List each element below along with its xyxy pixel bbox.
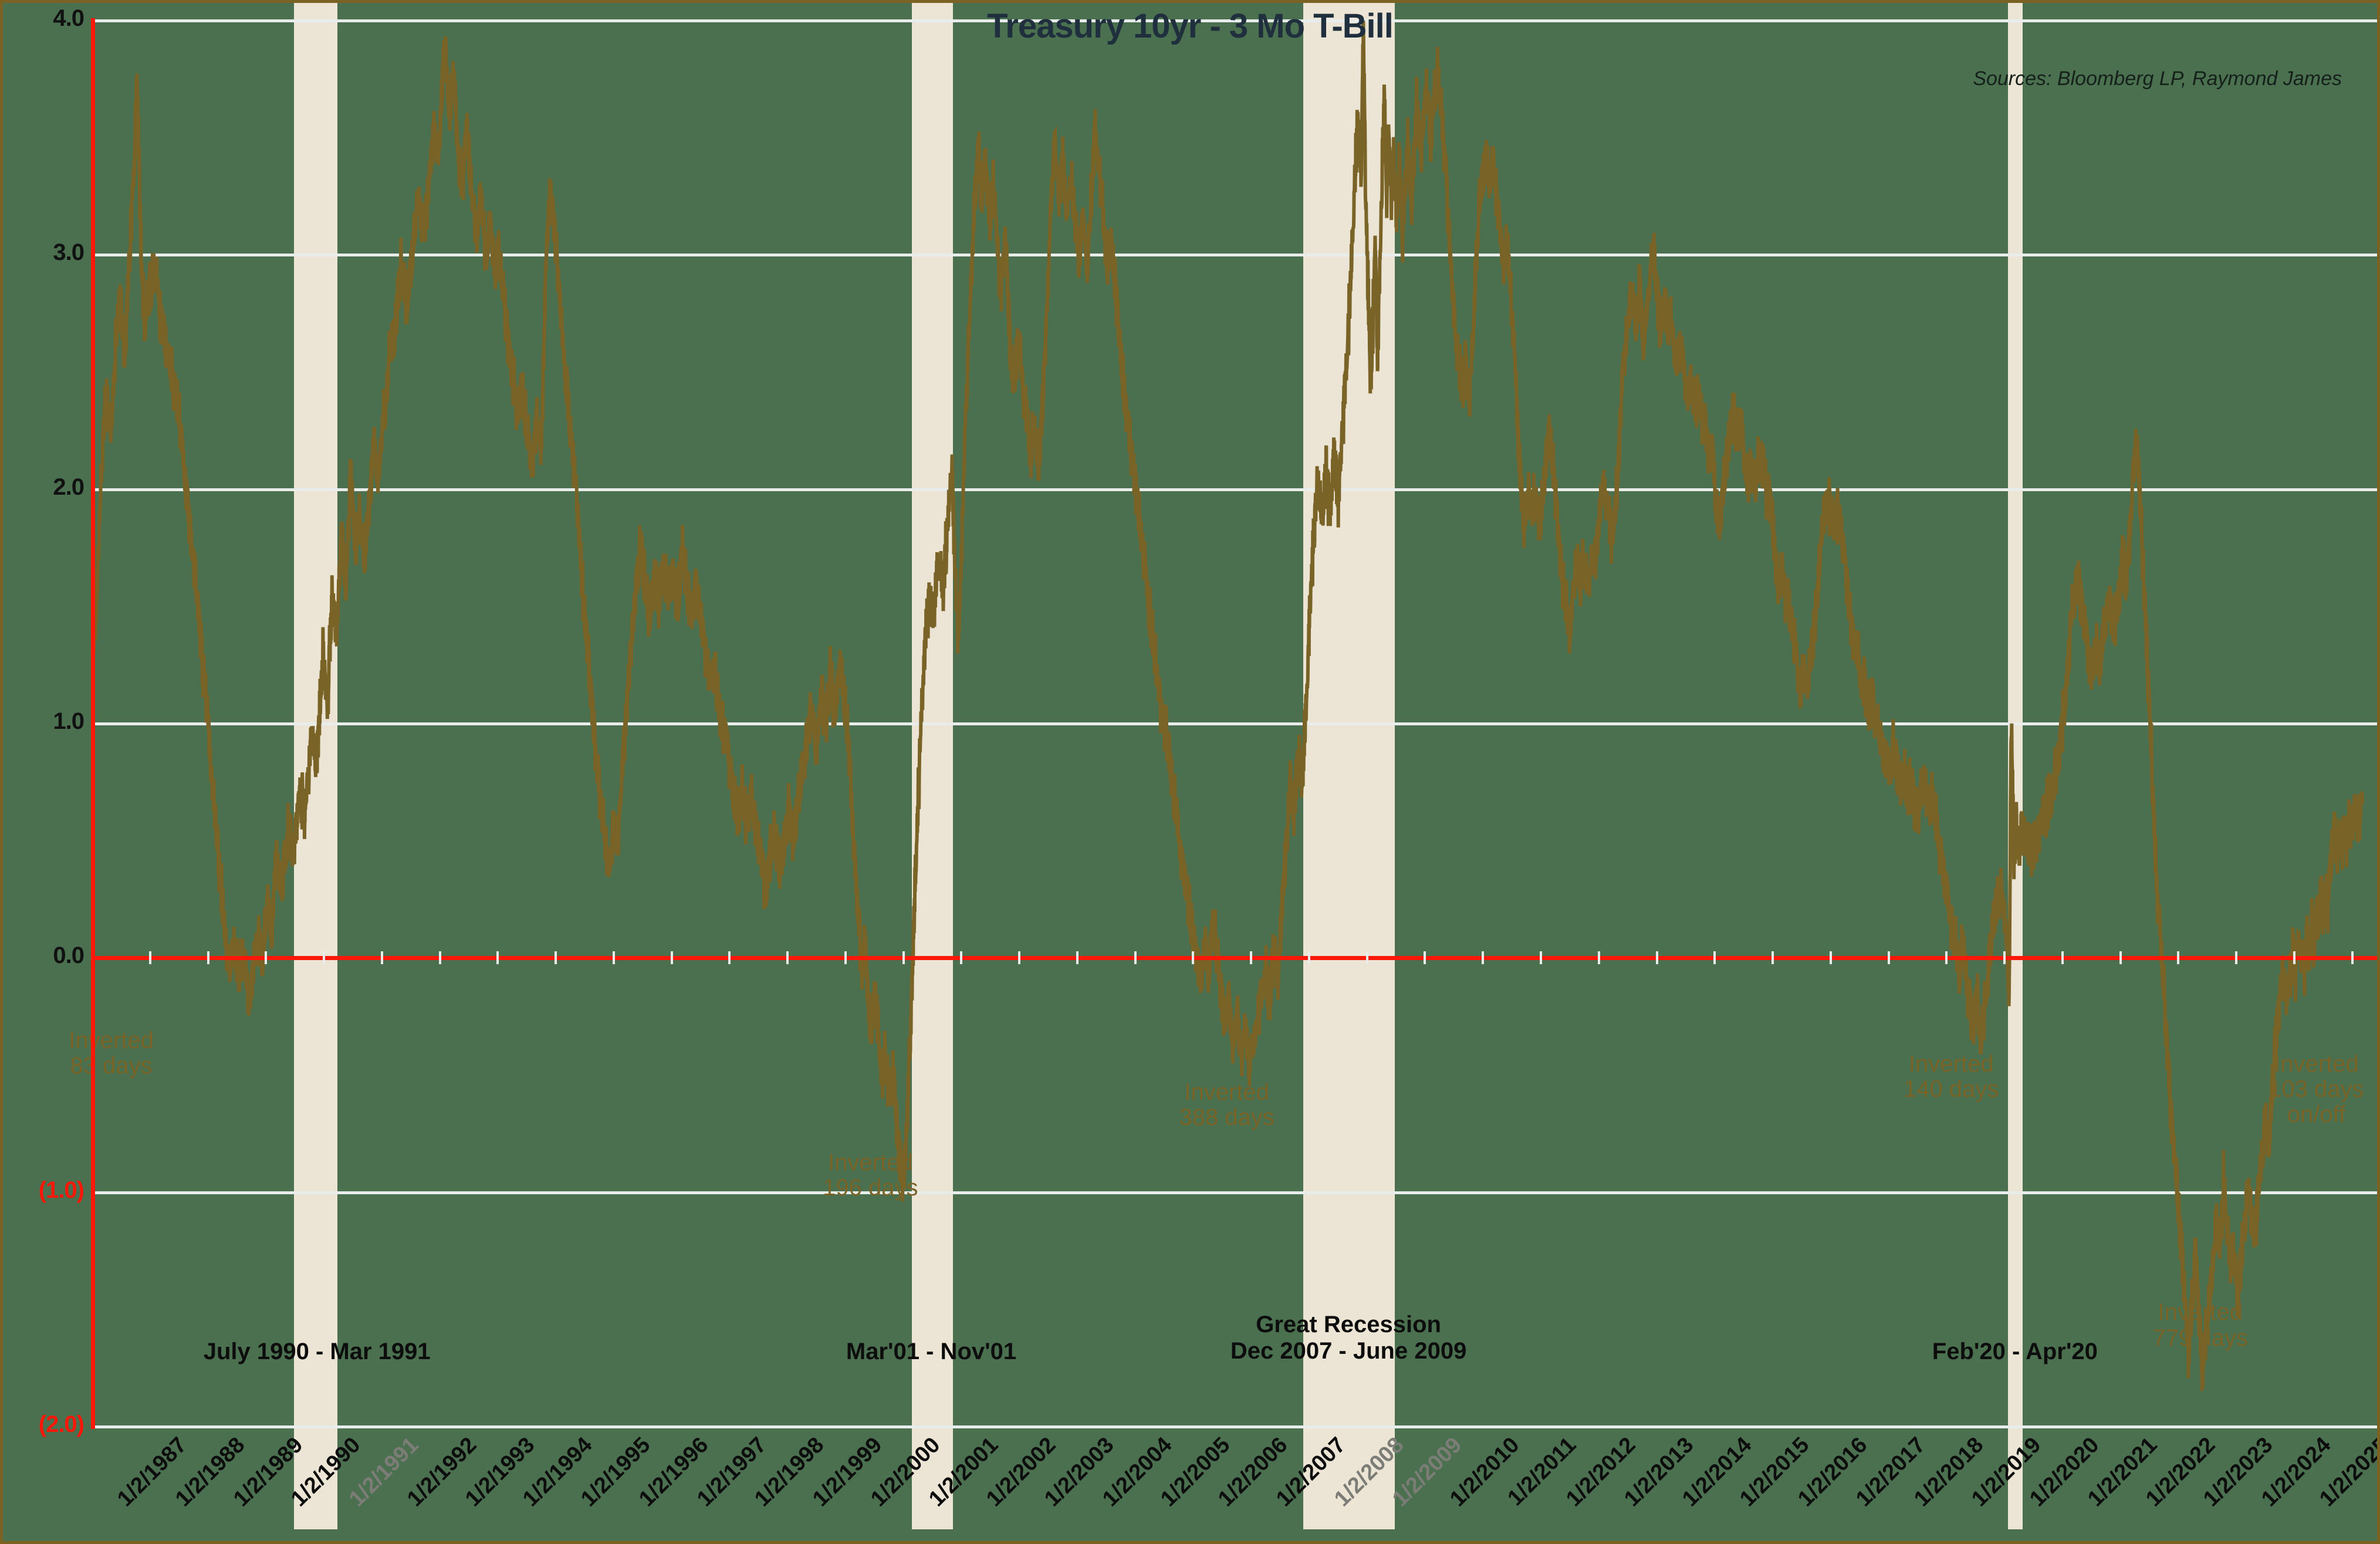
plot-area: Inverted 83 days Inverted 196 days Inverted 3… (69, 3, 2377, 1529)
recession-caption-1-line-1: July 1990 - Mar 1991 (203, 1339, 431, 1364)
inversion-annotation-6-line-1: Inverted (2274, 1051, 2359, 1077)
y-axis-tick-1.0: 1.0 (53, 708, 84, 734)
x-axis-labels: 1/2/1987 1/2/1988 1/2/1989 1/2/1990 1/2/1991… (3, 1430, 2377, 1541)
y-axis-tick-4.0: 4.0 (53, 5, 84, 31)
zero-line (91, 956, 2377, 961)
recession-caption-3-line-2: Dec 2007 - June 2009 (1230, 1337, 1467, 1364)
x-tickmark-2014 (1655, 951, 1658, 965)
x-tickmark-2024 (2235, 951, 2238, 965)
y-axis-tick-3.0: 3.0 (53, 239, 84, 266)
x-tickmark-2005 (1134, 951, 1137, 965)
x-tickmark-2003 (1018, 951, 1021, 965)
spread-line-series (91, 21, 2365, 1392)
x-tickmark-1990 (265, 951, 268, 965)
source-note: Sources: Bloomberg LP, Raymond James (1973, 67, 2342, 90)
inversion-annotation-6: Inverted 103 days on/off (2269, 1051, 2364, 1128)
x-tickmark-2015 (1713, 951, 1716, 965)
x-tickmark-2026 (2351, 951, 2354, 965)
x-tickmark-2025 (2293, 951, 2296, 965)
y-axis-tick-0.0: 0.0 (53, 942, 84, 969)
inversion-annotation-4-line-2: 140 days (1904, 1076, 1999, 1103)
gridline-4 (91, 19, 2377, 22)
x-tickmark-2022 (2119, 951, 2122, 965)
inversion-annotation-1-line-1: Inverted (69, 1028, 154, 1054)
x-tickmark-1998 (728, 951, 731, 965)
inversion-annotation-3-line-1: Inverted (1184, 1079, 1269, 1105)
x-tickmark-2023 (2177, 951, 2180, 965)
recession-caption-2: Mar'01 - Nov'01 (846, 1339, 1016, 1365)
recession-caption-4: Feb'20 - Apr'20 (1932, 1339, 2098, 1365)
x-tickmark-2002 (960, 951, 963, 965)
x-tickmark-2021 (2061, 951, 2064, 965)
gridline--2 (91, 1425, 2377, 1428)
inversion-annotation-4-line-1: Inverted (1908, 1051, 1994, 1077)
x-tickmark-1988 (148, 951, 151, 965)
inversion-annotation-1: Inverted 83 days (69, 1028, 154, 1079)
x-tickmark-2013 (1597, 951, 1600, 965)
x-tickmark-1989 (207, 951, 209, 965)
x-tickmark-1992 (380, 951, 383, 965)
x-tickmark-1994 (496, 951, 499, 965)
x-tickmark-2004 (1076, 951, 1079, 965)
gridline-3 (91, 254, 2377, 257)
x-tickmark-2007 (1250, 951, 1253, 965)
x-tickmark-2010 (1424, 951, 1426, 965)
recession-caption-1: July 1990 - Mar 1991 (204, 1339, 431, 1365)
y-axis-line (91, 18, 95, 1429)
x-tickmark-2018 (1887, 951, 1890, 965)
recession-caption-3: Great Recession Dec 2007 - June 2009 (1230, 1312, 1466, 1364)
x-tickmark-2001 (902, 951, 905, 965)
x-tickmark-2011 (1482, 951, 1485, 965)
inversion-annotation-4: Inverted 140 days (1904, 1051, 1999, 1103)
x-tickmark-2000 (844, 951, 847, 965)
y-axis-tick-n2.0n: (2.0) (38, 1411, 84, 1437)
y-axis-tick-n1.0n: (1.0) (38, 1177, 84, 1203)
gridline-1 (91, 722, 2377, 725)
inversion-annotation-6-line-3: on/off (2287, 1102, 2346, 1128)
series-polyline (91, 21, 2365, 1392)
x-tickmark-2012 (1539, 951, 1542, 965)
x-tickmark-1995 (555, 951, 557, 965)
inversion-annotation-6-line-2: 103 days (2269, 1076, 2364, 1103)
recession-caption-3-line-1: Great Recession (1256, 1312, 1441, 1337)
x-tickmark-2006 (1192, 951, 1195, 965)
x-tickmark-1997 (670, 951, 673, 965)
recession-caption-2-line-1: Mar'01 - Nov'01 (846, 1339, 1017, 1364)
x-tickmark-1996 (612, 951, 615, 965)
recession-caption-4-line-1: Feb'20 - Apr'20 (1932, 1339, 2098, 1364)
gridline--1 (91, 1191, 2377, 1194)
x-tickmark-2016 (1772, 951, 1774, 965)
inversion-annotation-3: Inverted 388 days (1179, 1079, 1274, 1131)
x-tickmark-2008 (1307, 951, 1310, 965)
x-tickmark-2017 (1829, 951, 1832, 965)
inversion-annotation-3-line-2: 388 days (1179, 1104, 1274, 1131)
x-tickmark-2009 (1365, 951, 1368, 965)
page-title: Treasury 10yr - 3 Mo T-Bill (987, 7, 1394, 45)
x-tickmark-1993 (438, 951, 441, 965)
x-tickmark-1991 (323, 951, 326, 965)
gridline-2 (91, 488, 2377, 491)
x-tickmark-2019 (1945, 951, 1948, 965)
y-axis-tick-2.0: 2.0 (53, 474, 84, 500)
x-tickmark-1999 (786, 951, 789, 965)
inversion-annotation-1-line-2: 83 days (70, 1053, 153, 1079)
x-tickmark-2020 (2003, 951, 2006, 965)
